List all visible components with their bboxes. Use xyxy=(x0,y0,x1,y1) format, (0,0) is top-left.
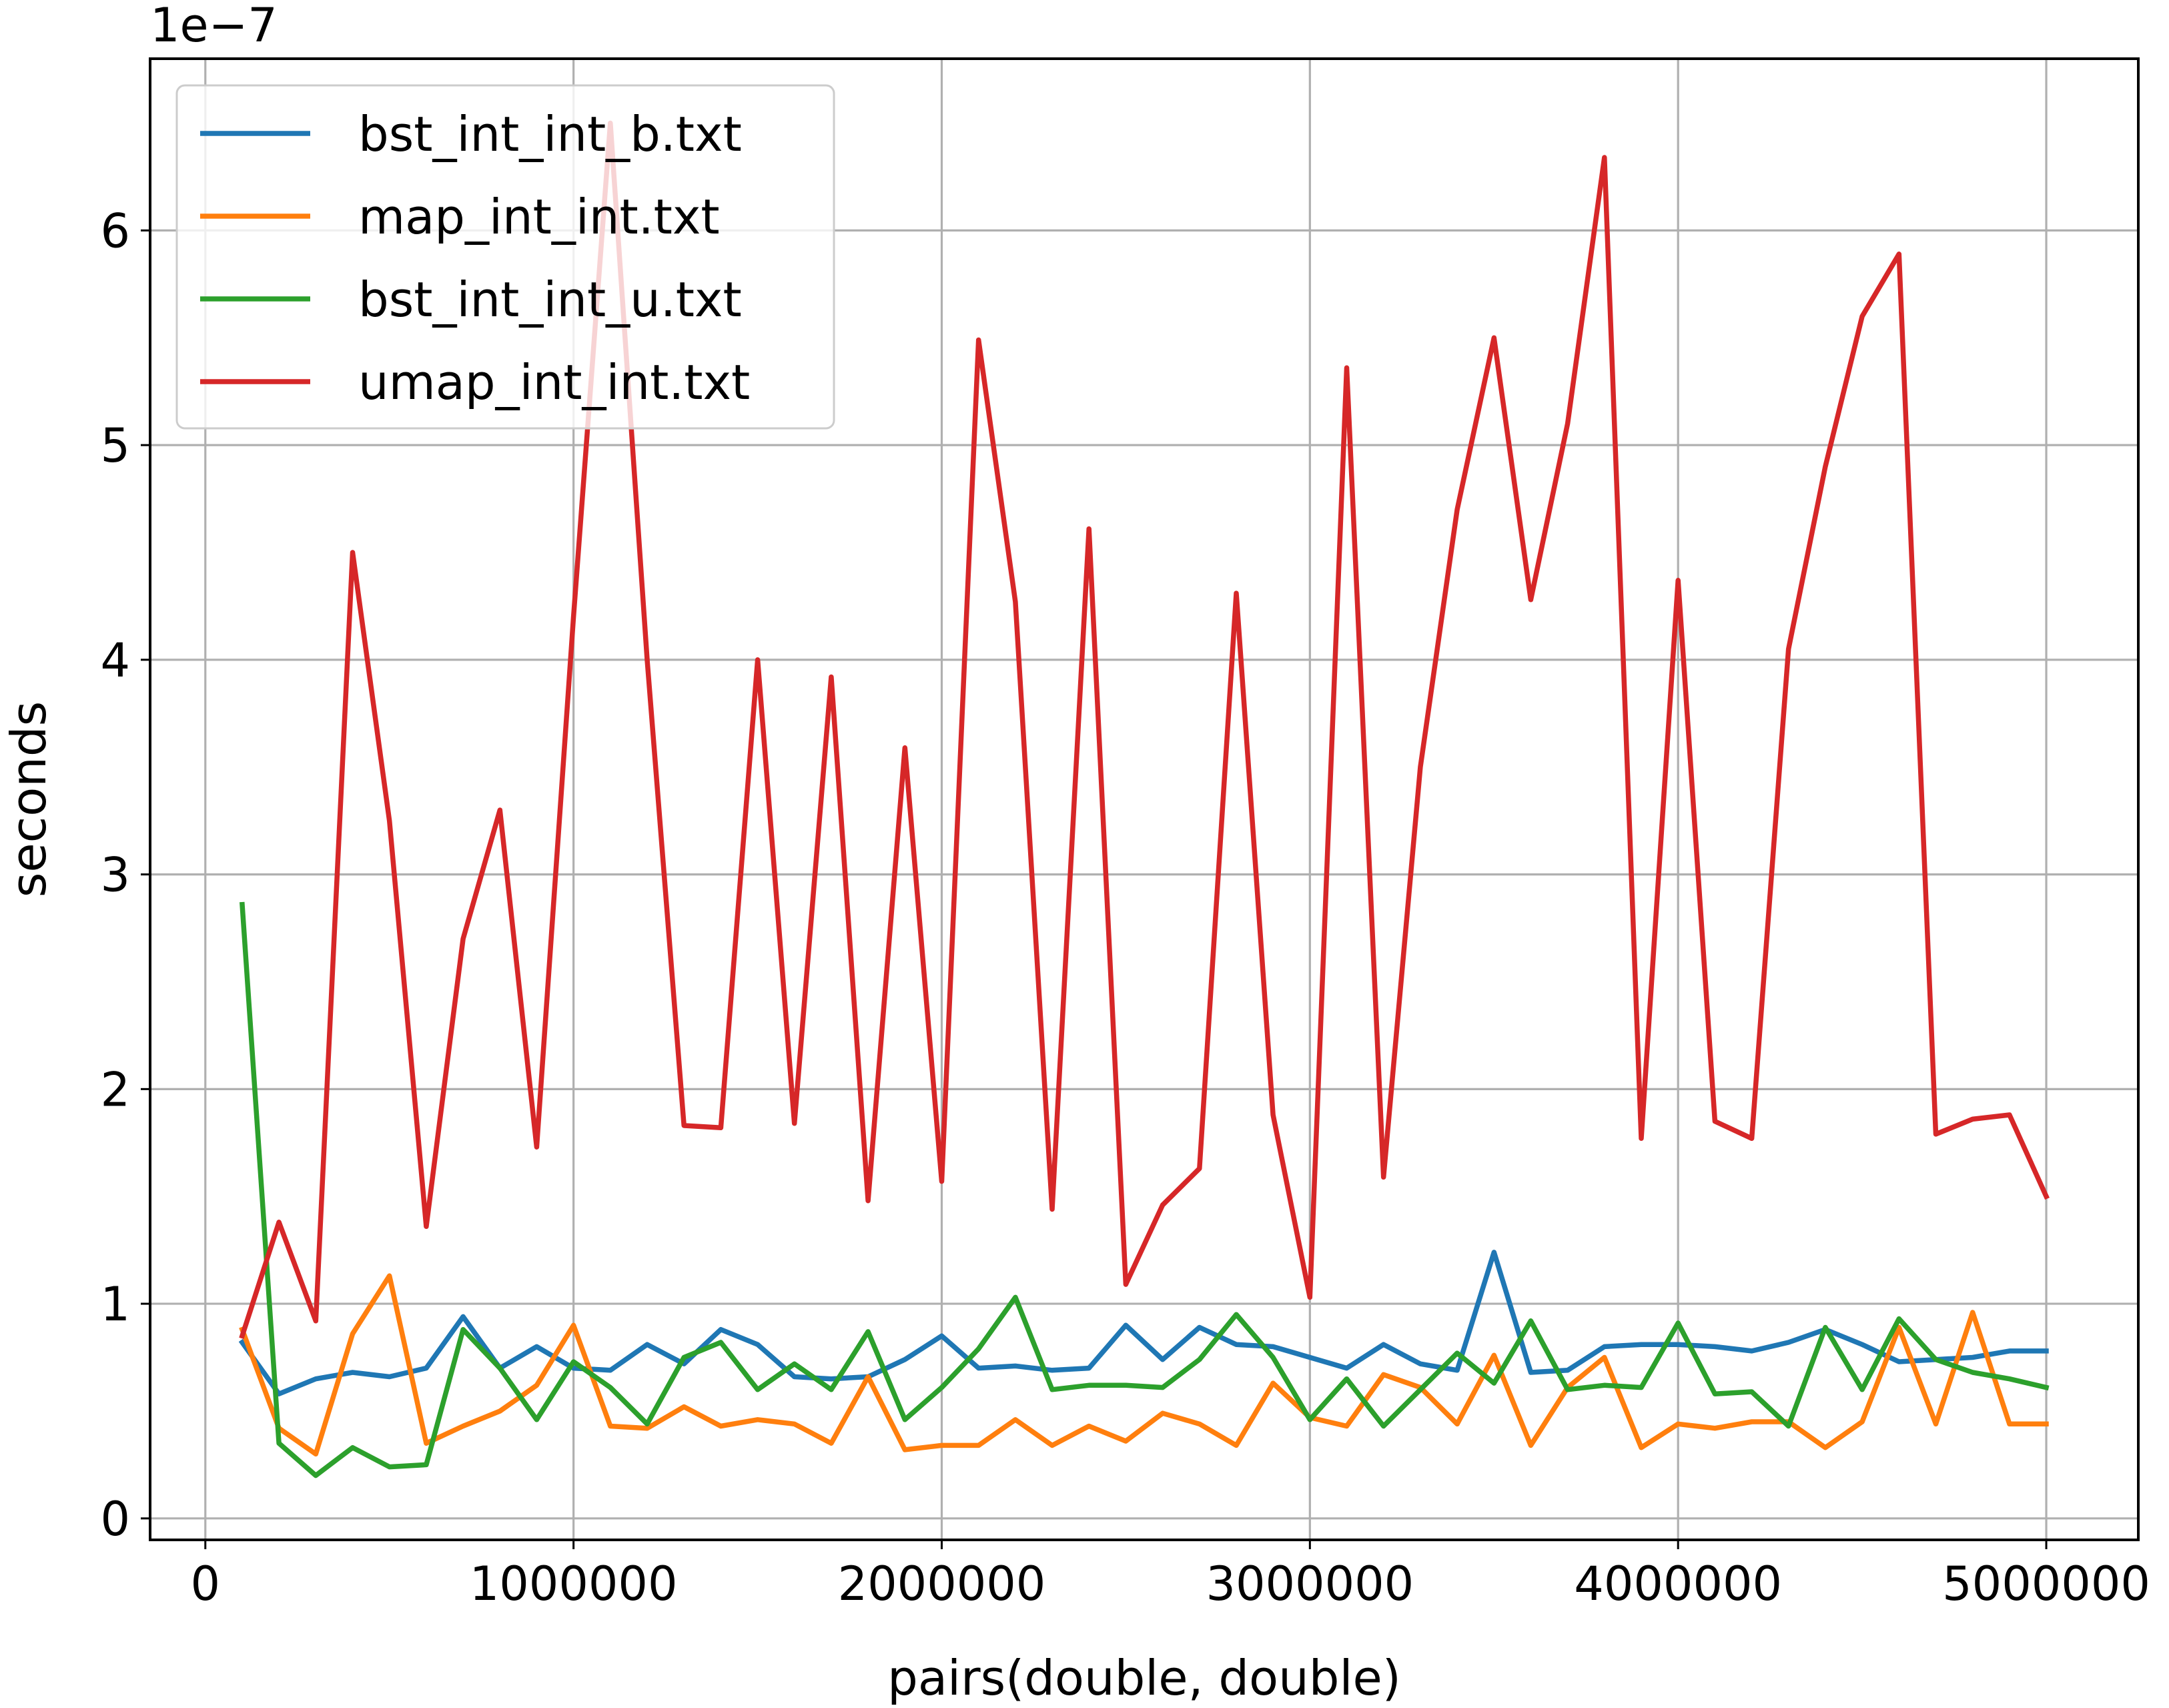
series-line-map-int-int-txt xyxy=(239,1273,2049,1457)
plot-frame xyxy=(149,57,2140,1541)
y-tick-label: 5 xyxy=(100,418,130,473)
grid xyxy=(150,59,2138,1540)
y-tick-label: 4 xyxy=(100,633,130,688)
y-tick-label: 6 xyxy=(100,203,130,258)
x-tick-label: 0 xyxy=(191,1557,221,1611)
series-line-bst-int-int-b-txt xyxy=(238,1250,2049,1396)
x-tick-label: 1000000 xyxy=(470,1557,678,1611)
series-lines xyxy=(238,120,2050,1478)
y-axis-label: seconds xyxy=(1,701,57,897)
x-axis-label: pairs(double, double) xyxy=(887,1650,1401,1706)
legend-label: umap_int_int.txt xyxy=(358,354,750,410)
y-tick-label: 3 xyxy=(100,848,130,903)
axis-ticks: 0 1000000 2000000 3000000 4000000 5000000 0 1 2 3… xyxy=(100,203,2150,1611)
series-line-umap-int-int-txt xyxy=(239,120,2050,1340)
y-offset-label: 1e−7 xyxy=(150,0,278,53)
series-line-bst-int-int-u-txt xyxy=(240,901,2050,1478)
legend: bst_int_int_b.txt map_int_int.txt bst_int_… xyxy=(175,84,835,430)
legend-label: map_int_int.txt xyxy=(358,189,720,245)
y-tick-label: 1 xyxy=(100,1277,130,1332)
legend-box xyxy=(175,84,835,430)
x-tick-label: 5000000 xyxy=(1942,1557,2150,1611)
y-tick-label: 0 xyxy=(100,1492,130,1547)
legend-label: bst_int_int_b.txt xyxy=(358,106,742,162)
legend-label: bst_int_int_u.txt xyxy=(358,272,742,328)
x-tick-label: 3000000 xyxy=(1206,1557,1414,1611)
x-tick-label: 2000000 xyxy=(838,1557,1046,1611)
y-tick-label: 2 xyxy=(100,1062,130,1117)
x-tick-label: 4000000 xyxy=(1574,1557,1782,1611)
